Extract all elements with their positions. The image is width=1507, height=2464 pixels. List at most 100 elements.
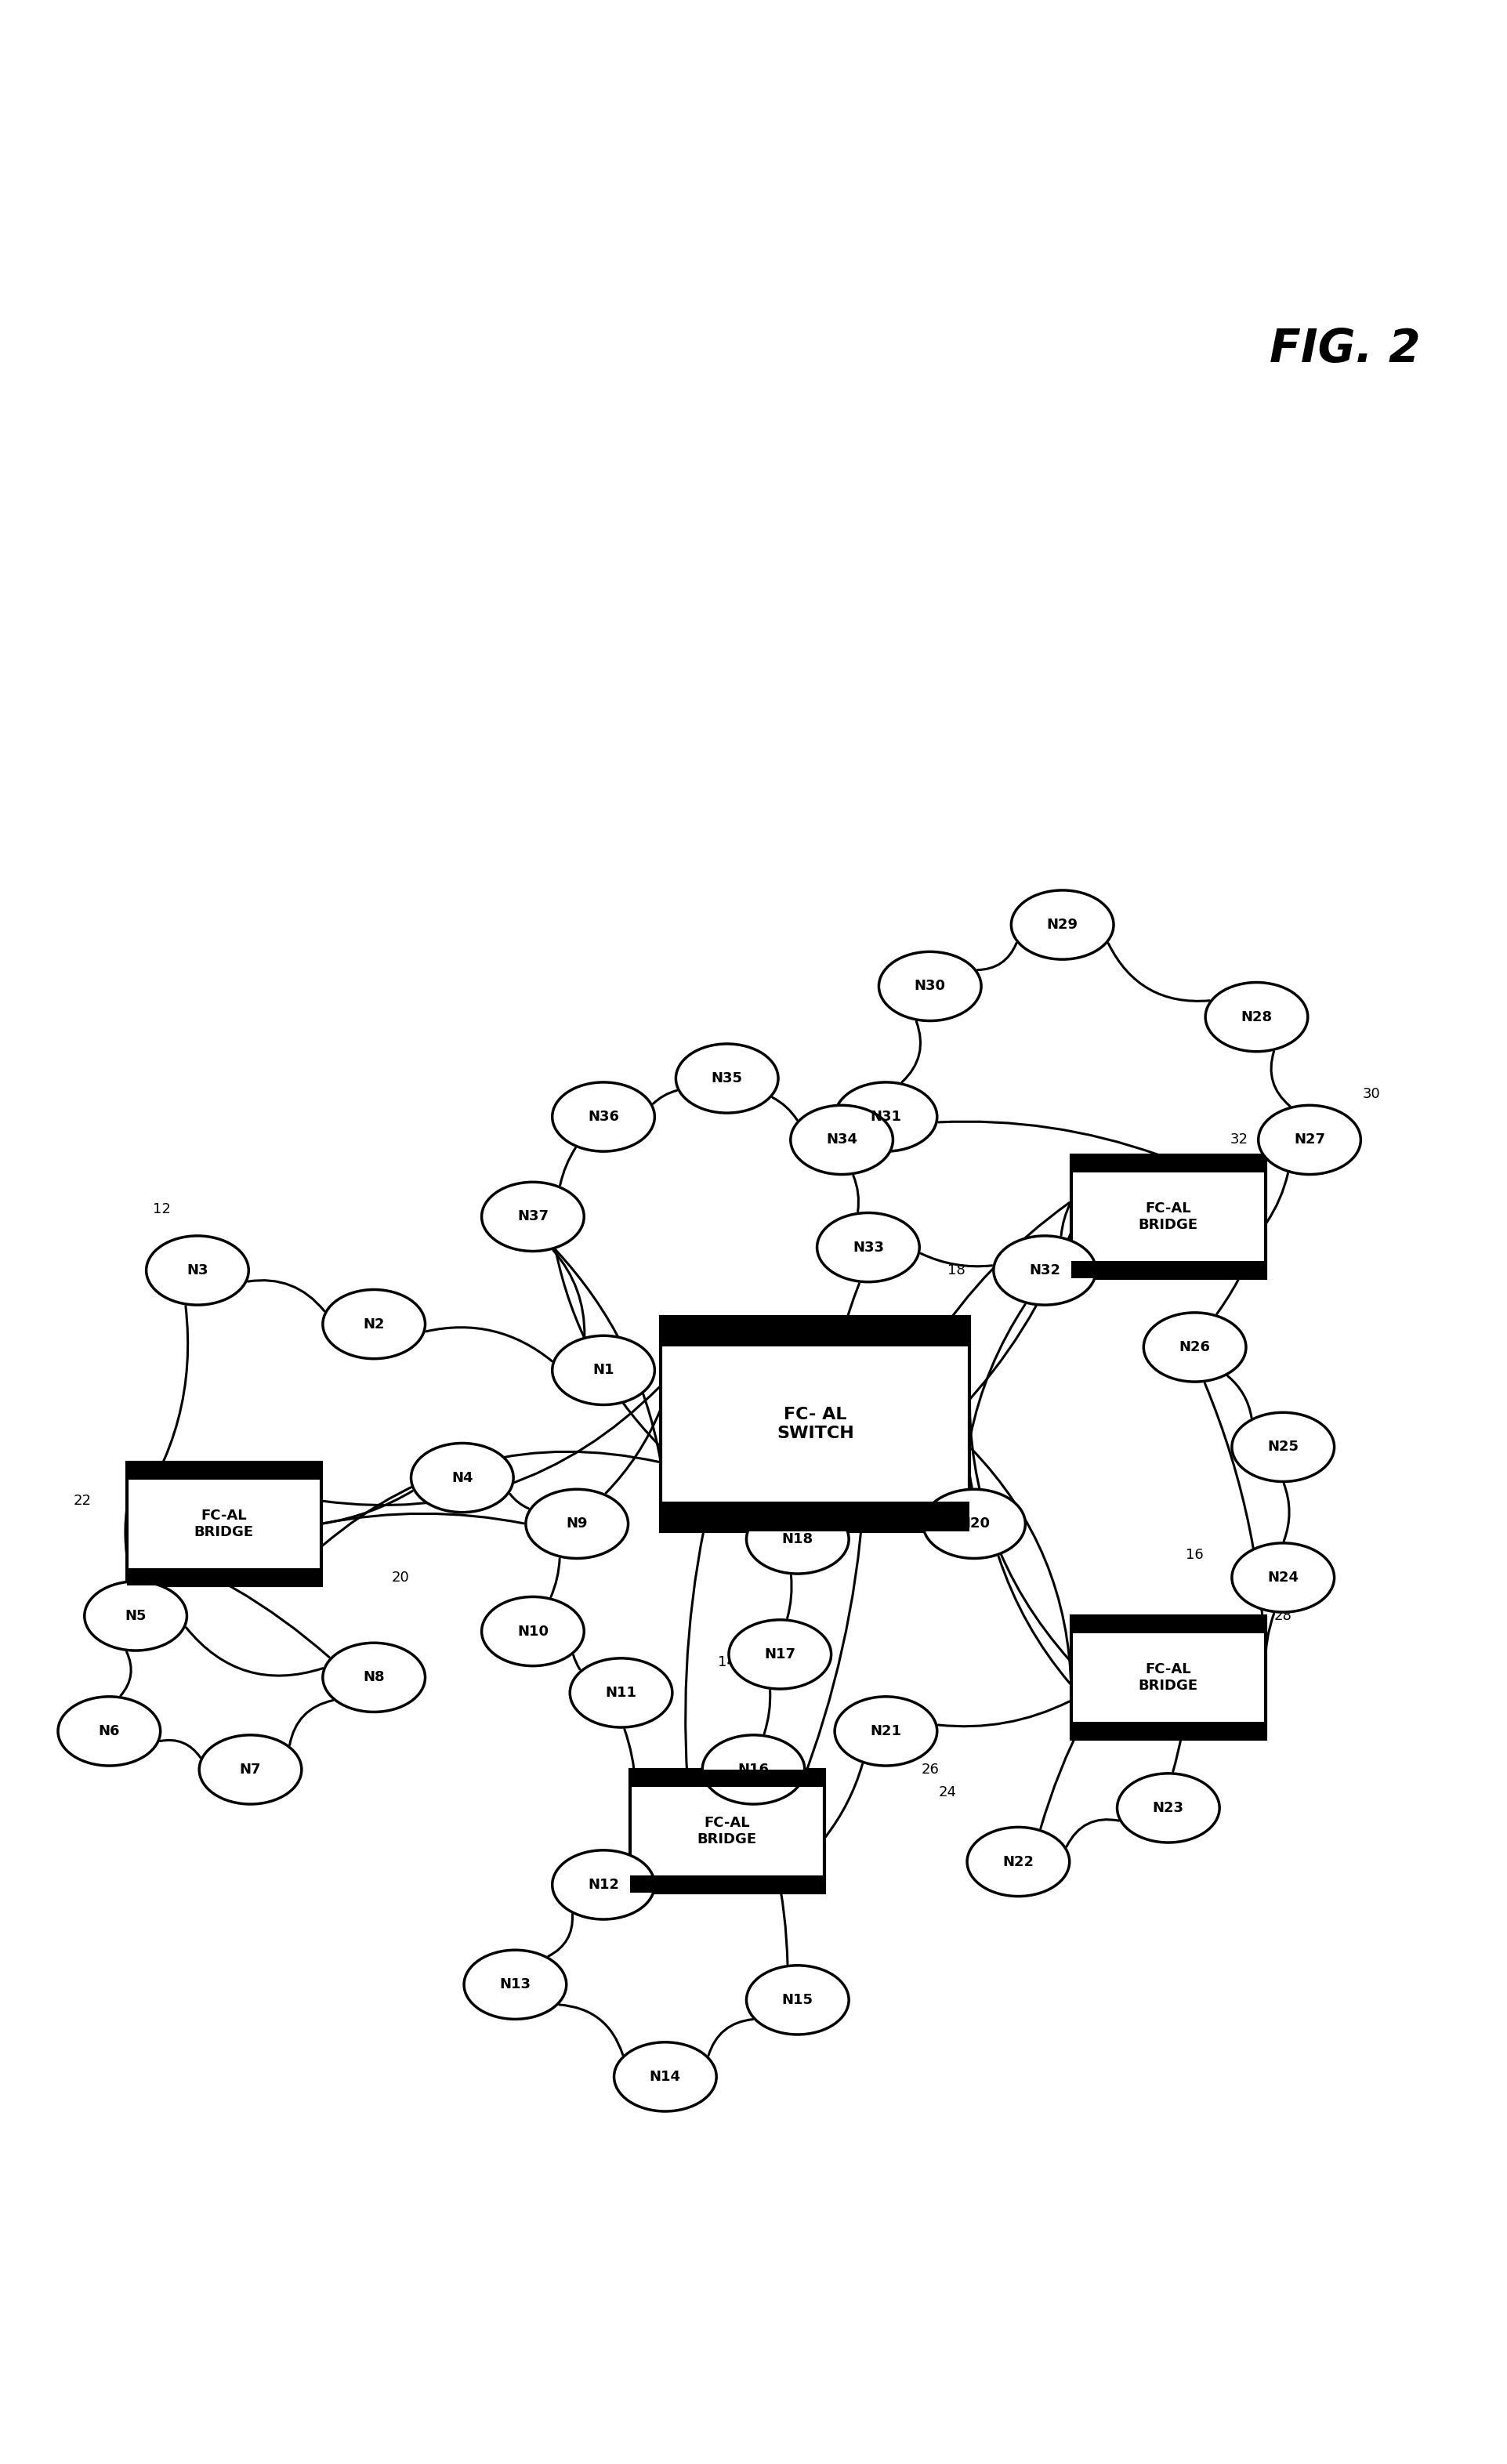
Ellipse shape [57, 1698, 160, 1767]
Ellipse shape [322, 1289, 425, 1358]
FancyBboxPatch shape [1071, 1156, 1266, 1279]
Ellipse shape [1011, 890, 1114, 958]
FancyBboxPatch shape [630, 1769, 824, 1786]
Text: N7: N7 [240, 1762, 261, 1777]
Ellipse shape [570, 1658, 672, 1727]
Text: N24: N24 [1267, 1570, 1299, 1584]
Text: FIG. 2: FIG. 2 [1269, 328, 1420, 372]
Text: 34: 34 [1257, 1587, 1275, 1599]
Ellipse shape [791, 1106, 894, 1175]
Text: 20: 20 [392, 1570, 410, 1584]
Text: FC- AL
SWITCH: FC- AL SWITCH [776, 1407, 854, 1441]
Ellipse shape [967, 1828, 1070, 1897]
Ellipse shape [199, 1735, 301, 1804]
Text: N30: N30 [915, 978, 946, 993]
Ellipse shape [552, 1850, 654, 1919]
Text: N18: N18 [782, 1533, 814, 1547]
Text: 24: 24 [939, 1786, 957, 1799]
Text: 12: 12 [154, 1202, 172, 1217]
Text: N37: N37 [517, 1210, 549, 1225]
Ellipse shape [84, 1582, 187, 1651]
Text: FC-AL
BRIDGE: FC-AL BRIDGE [194, 1508, 253, 1540]
FancyBboxPatch shape [127, 1567, 321, 1584]
Ellipse shape [1231, 1542, 1334, 1611]
FancyBboxPatch shape [662, 1501, 969, 1533]
Text: N22: N22 [1002, 1855, 1034, 1868]
Ellipse shape [993, 1237, 1096, 1306]
Text: N27: N27 [1295, 1133, 1325, 1146]
Text: 16: 16 [1186, 1547, 1204, 1562]
Text: N16: N16 [738, 1762, 769, 1777]
Text: FC-AL
BRIDGE: FC-AL BRIDGE [1138, 1202, 1198, 1232]
Ellipse shape [817, 1212, 919, 1281]
Ellipse shape [482, 1597, 585, 1666]
Text: 18: 18 [948, 1264, 966, 1276]
Text: N13: N13 [499, 1979, 530, 1991]
Text: N1: N1 [592, 1363, 615, 1377]
Ellipse shape [552, 1335, 654, 1404]
Text: 26: 26 [921, 1762, 939, 1777]
FancyBboxPatch shape [127, 1464, 321, 1584]
Ellipse shape [1258, 1106, 1361, 1175]
Text: N33: N33 [853, 1239, 885, 1254]
Ellipse shape [746, 1506, 848, 1574]
Ellipse shape [1117, 1774, 1219, 1843]
FancyBboxPatch shape [630, 1769, 824, 1892]
Text: N25: N25 [1267, 1439, 1299, 1454]
Ellipse shape [613, 2043, 716, 2112]
Text: N34: N34 [826, 1133, 857, 1146]
Text: N26: N26 [1178, 1340, 1210, 1355]
Ellipse shape [1231, 1412, 1334, 1481]
FancyBboxPatch shape [127, 1464, 321, 1478]
Text: N6: N6 [98, 1725, 121, 1737]
Ellipse shape [464, 1949, 567, 2018]
Text: N14: N14 [650, 2070, 681, 2085]
FancyBboxPatch shape [662, 1316, 969, 1348]
Text: 32: 32 [1230, 1133, 1248, 1146]
Text: 28: 28 [1273, 1609, 1291, 1624]
Text: N2: N2 [363, 1318, 384, 1331]
FancyBboxPatch shape [630, 1875, 824, 1892]
Text: N4: N4 [452, 1471, 473, 1486]
Text: N5: N5 [125, 1609, 146, 1624]
Ellipse shape [1144, 1313, 1246, 1382]
Text: N31: N31 [870, 1109, 901, 1124]
Text: N36: N36 [588, 1109, 619, 1124]
Text: N8: N8 [363, 1671, 384, 1685]
Ellipse shape [322, 1643, 425, 1712]
FancyBboxPatch shape [1071, 1722, 1266, 1740]
Ellipse shape [482, 1183, 585, 1252]
Text: 14: 14 [717, 1656, 735, 1668]
Text: N23: N23 [1153, 1801, 1185, 1816]
Text: N10: N10 [517, 1624, 549, 1639]
Text: FC-AL
BRIDGE: FC-AL BRIDGE [698, 1816, 757, 1846]
Ellipse shape [526, 1488, 628, 1557]
FancyBboxPatch shape [1071, 1616, 1266, 1740]
Ellipse shape [675, 1045, 778, 1114]
Text: N3: N3 [187, 1264, 208, 1276]
FancyBboxPatch shape [1071, 1616, 1266, 1634]
Ellipse shape [411, 1444, 514, 1513]
Ellipse shape [552, 1082, 654, 1151]
Text: N35: N35 [711, 1072, 743, 1087]
Text: N12: N12 [588, 1878, 619, 1892]
Ellipse shape [746, 1966, 848, 2035]
Text: 10: 10 [957, 1533, 974, 1547]
Text: N28: N28 [1240, 1010, 1272, 1025]
Ellipse shape [835, 1082, 937, 1151]
Text: N17: N17 [764, 1648, 796, 1661]
FancyBboxPatch shape [662, 1316, 969, 1533]
Text: N15: N15 [782, 1993, 814, 2008]
Text: 30: 30 [1362, 1087, 1380, 1101]
Ellipse shape [835, 1698, 937, 1767]
Ellipse shape [702, 1735, 805, 1804]
Text: N11: N11 [606, 1685, 637, 1700]
Text: N20: N20 [958, 1518, 990, 1530]
Ellipse shape [1206, 983, 1308, 1052]
Ellipse shape [146, 1237, 249, 1306]
Text: 22: 22 [74, 1493, 92, 1508]
FancyBboxPatch shape [1071, 1262, 1266, 1279]
Ellipse shape [922, 1488, 1025, 1557]
Text: N9: N9 [567, 1518, 588, 1530]
Text: FC-AL
BRIDGE: FC-AL BRIDGE [1138, 1663, 1198, 1693]
